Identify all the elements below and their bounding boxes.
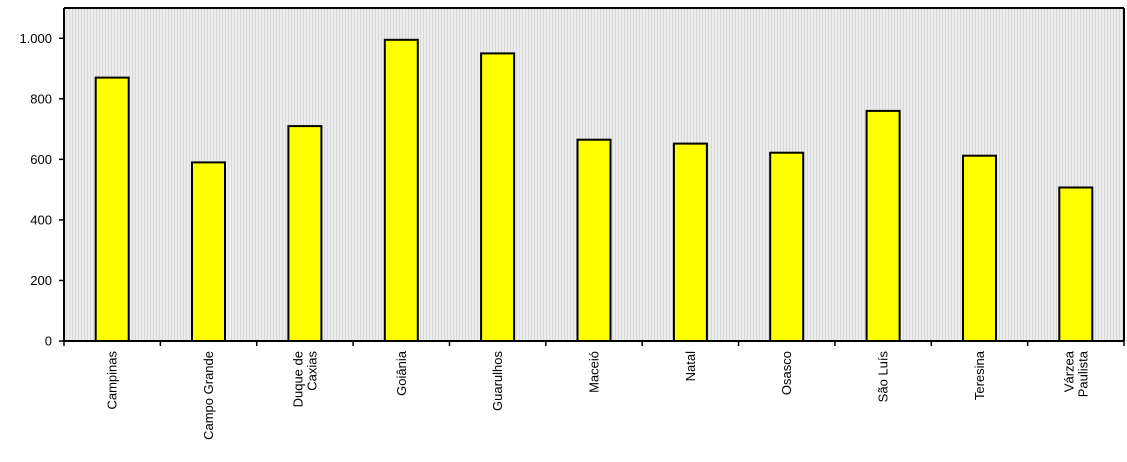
bar-0 xyxy=(96,78,129,341)
x-category-label-5: Maceió xyxy=(587,351,602,393)
x-axis-labels: Campinas Campo Grande Duque de Caxias Goiâni… xyxy=(105,350,1091,440)
x-category-label-2-line-0: Duque de xyxy=(290,351,305,407)
bar-6 xyxy=(674,144,707,341)
x-category-label-8-line-0: São Luís xyxy=(876,351,891,403)
x-category-label-0-line-0: Campinas xyxy=(105,351,120,410)
bar-1 xyxy=(192,162,225,341)
x-category-label-3: Goiânia xyxy=(394,350,409,396)
y-tick-label-1: 200 xyxy=(30,273,52,288)
bar-7 xyxy=(770,153,803,341)
x-category-label-6-line-0: Natal xyxy=(683,351,698,381)
x-category-label-9-line-0: Teresina xyxy=(972,350,987,400)
bar-10 xyxy=(1059,188,1092,342)
x-category-label-10-line-1: Paulista xyxy=(1075,350,1090,397)
x-category-label-2-line-1: Caxias xyxy=(304,351,319,391)
x-category-label-1: Campo Grande xyxy=(201,351,216,440)
bar-3 xyxy=(385,40,418,341)
x-category-label-2: Duque de Caxias xyxy=(290,351,319,408)
y-tick-label-0: 0 xyxy=(45,334,52,349)
x-category-label-7-line-0: Osasco xyxy=(779,351,794,395)
x-category-label-9: Teresina xyxy=(972,350,987,400)
x-category-label-3-line-0: Goiânia xyxy=(394,350,409,396)
bar-4 xyxy=(481,53,514,341)
x-category-label-5-line-0: Maceió xyxy=(587,351,602,393)
bar-5 xyxy=(578,140,611,341)
y-axis-labels: 0 200 400 600 800 1.000 xyxy=(19,31,52,349)
x-category-label-4-line-0: Guarulhos xyxy=(490,351,505,411)
bar-9 xyxy=(963,156,996,341)
x-category-label-1-line-0: Campo Grande xyxy=(201,351,216,440)
x-category-label-4: Guarulhos xyxy=(490,351,505,411)
y-tick-label-5: 1.000 xyxy=(19,31,52,46)
bar-8 xyxy=(867,111,900,341)
y-tick-label-3: 600 xyxy=(30,152,52,167)
y-tick-label-4: 800 xyxy=(30,91,52,106)
x-category-label-10: Várzea Paulista xyxy=(1061,350,1090,397)
x-category-label-8: São Luís xyxy=(876,351,891,403)
x-category-label-10-line-0: Várzea xyxy=(1061,350,1076,392)
x-category-label-6: Natal xyxy=(683,351,698,381)
x-category-label-0: Campinas xyxy=(105,351,120,410)
bar-2 xyxy=(288,126,321,341)
y-tick-label-2: 400 xyxy=(30,212,52,227)
x-category-label-7: Osasco xyxy=(779,351,794,395)
